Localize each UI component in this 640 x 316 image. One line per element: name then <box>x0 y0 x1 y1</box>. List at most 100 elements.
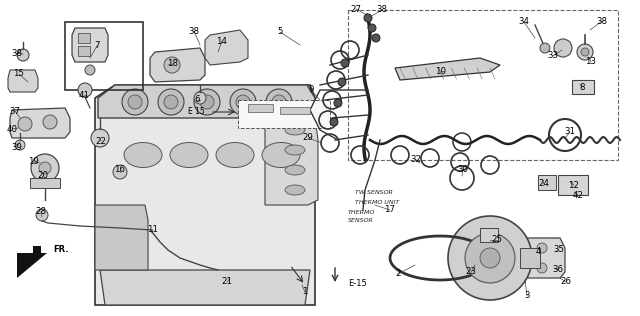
Polygon shape <box>205 30 248 65</box>
Bar <box>520 248 540 268</box>
Polygon shape <box>72 28 108 62</box>
Text: 19: 19 <box>28 157 38 167</box>
Text: 32: 32 <box>410 155 422 163</box>
Circle shape <box>31 154 59 182</box>
Bar <box>78 33 90 43</box>
Bar <box>238 100 330 128</box>
Text: SENSOR: SENSOR <box>348 218 374 223</box>
Circle shape <box>36 209 48 221</box>
Text: 31: 31 <box>564 127 575 137</box>
Circle shape <box>15 140 25 150</box>
Ellipse shape <box>285 125 305 135</box>
Text: 40: 40 <box>6 125 17 133</box>
Polygon shape <box>17 246 47 278</box>
Circle shape <box>554 39 572 57</box>
Circle shape <box>128 95 142 109</box>
Circle shape <box>91 129 109 147</box>
Circle shape <box>43 115 57 129</box>
Text: 9: 9 <box>308 86 314 94</box>
Ellipse shape <box>285 165 305 175</box>
Text: 25: 25 <box>492 235 502 245</box>
Text: 18: 18 <box>168 59 179 69</box>
Text: 30: 30 <box>458 165 468 173</box>
Text: 33: 33 <box>547 52 559 60</box>
Bar <box>538 175 556 190</box>
Text: 42: 42 <box>573 191 584 199</box>
Ellipse shape <box>124 143 162 167</box>
Circle shape <box>236 95 250 109</box>
Text: 20: 20 <box>38 172 49 180</box>
Polygon shape <box>10 108 70 138</box>
Circle shape <box>272 95 286 109</box>
Text: 29: 29 <box>303 133 314 143</box>
Text: 34: 34 <box>518 17 529 27</box>
Text: THERMO: THERMO <box>348 210 375 216</box>
Circle shape <box>368 24 376 32</box>
Text: 5: 5 <box>277 27 283 37</box>
Text: 3: 3 <box>524 291 530 301</box>
Circle shape <box>39 162 51 174</box>
Text: 38: 38 <box>189 27 200 35</box>
Text: THERMO UNIT: THERMO UNIT <box>355 199 399 204</box>
Circle shape <box>164 57 180 73</box>
Bar <box>65 22 143 90</box>
Text: 4: 4 <box>535 247 541 257</box>
Text: 6: 6 <box>195 95 200 105</box>
Text: 17: 17 <box>385 205 396 215</box>
Text: 2: 2 <box>396 270 401 278</box>
Bar <box>558 175 588 195</box>
Circle shape <box>113 165 127 179</box>
Circle shape <box>266 89 292 115</box>
Text: E 15: E 15 <box>188 107 205 117</box>
Polygon shape <box>265 118 318 205</box>
Polygon shape <box>95 85 315 305</box>
Text: 10: 10 <box>435 66 447 76</box>
Circle shape <box>364 14 372 22</box>
Circle shape <box>537 263 547 273</box>
Text: 21: 21 <box>221 277 232 287</box>
Circle shape <box>122 89 148 115</box>
Circle shape <box>341 59 349 67</box>
Text: 15: 15 <box>13 70 24 78</box>
Circle shape <box>581 48 589 56</box>
Text: 12: 12 <box>568 180 579 190</box>
Ellipse shape <box>170 143 208 167</box>
Text: 41: 41 <box>79 90 90 100</box>
Text: 8: 8 <box>579 83 585 93</box>
Text: 28: 28 <box>35 208 47 216</box>
Bar <box>30 178 60 188</box>
Circle shape <box>194 89 220 115</box>
Text: 36: 36 <box>552 265 563 275</box>
Circle shape <box>18 117 32 131</box>
Bar <box>572 80 594 94</box>
Polygon shape <box>100 270 310 305</box>
Text: 13: 13 <box>586 58 596 66</box>
Circle shape <box>537 243 547 253</box>
Circle shape <box>17 49 29 61</box>
Text: 38: 38 <box>596 16 607 26</box>
Text: 14: 14 <box>216 37 227 46</box>
Text: 7: 7 <box>94 41 100 51</box>
Polygon shape <box>8 70 38 92</box>
Text: 37: 37 <box>10 106 20 116</box>
Text: 11: 11 <box>147 226 159 234</box>
Circle shape <box>200 95 214 109</box>
Polygon shape <box>150 48 205 82</box>
Circle shape <box>480 248 500 268</box>
Text: TW SENSOR: TW SENSOR <box>355 190 393 195</box>
Bar <box>248 104 273 112</box>
Ellipse shape <box>262 143 300 167</box>
Text: 27: 27 <box>351 4 362 14</box>
Circle shape <box>334 99 342 107</box>
Text: 39: 39 <box>12 143 22 151</box>
Text: FR.: FR. <box>53 246 68 254</box>
Circle shape <box>164 95 178 109</box>
Text: 23: 23 <box>465 268 477 276</box>
Text: 1: 1 <box>302 288 308 296</box>
Circle shape <box>158 89 184 115</box>
Circle shape <box>194 92 206 104</box>
Text: 26: 26 <box>561 277 572 287</box>
Text: 38: 38 <box>12 48 22 58</box>
Ellipse shape <box>285 145 305 155</box>
Bar <box>348 10 618 160</box>
